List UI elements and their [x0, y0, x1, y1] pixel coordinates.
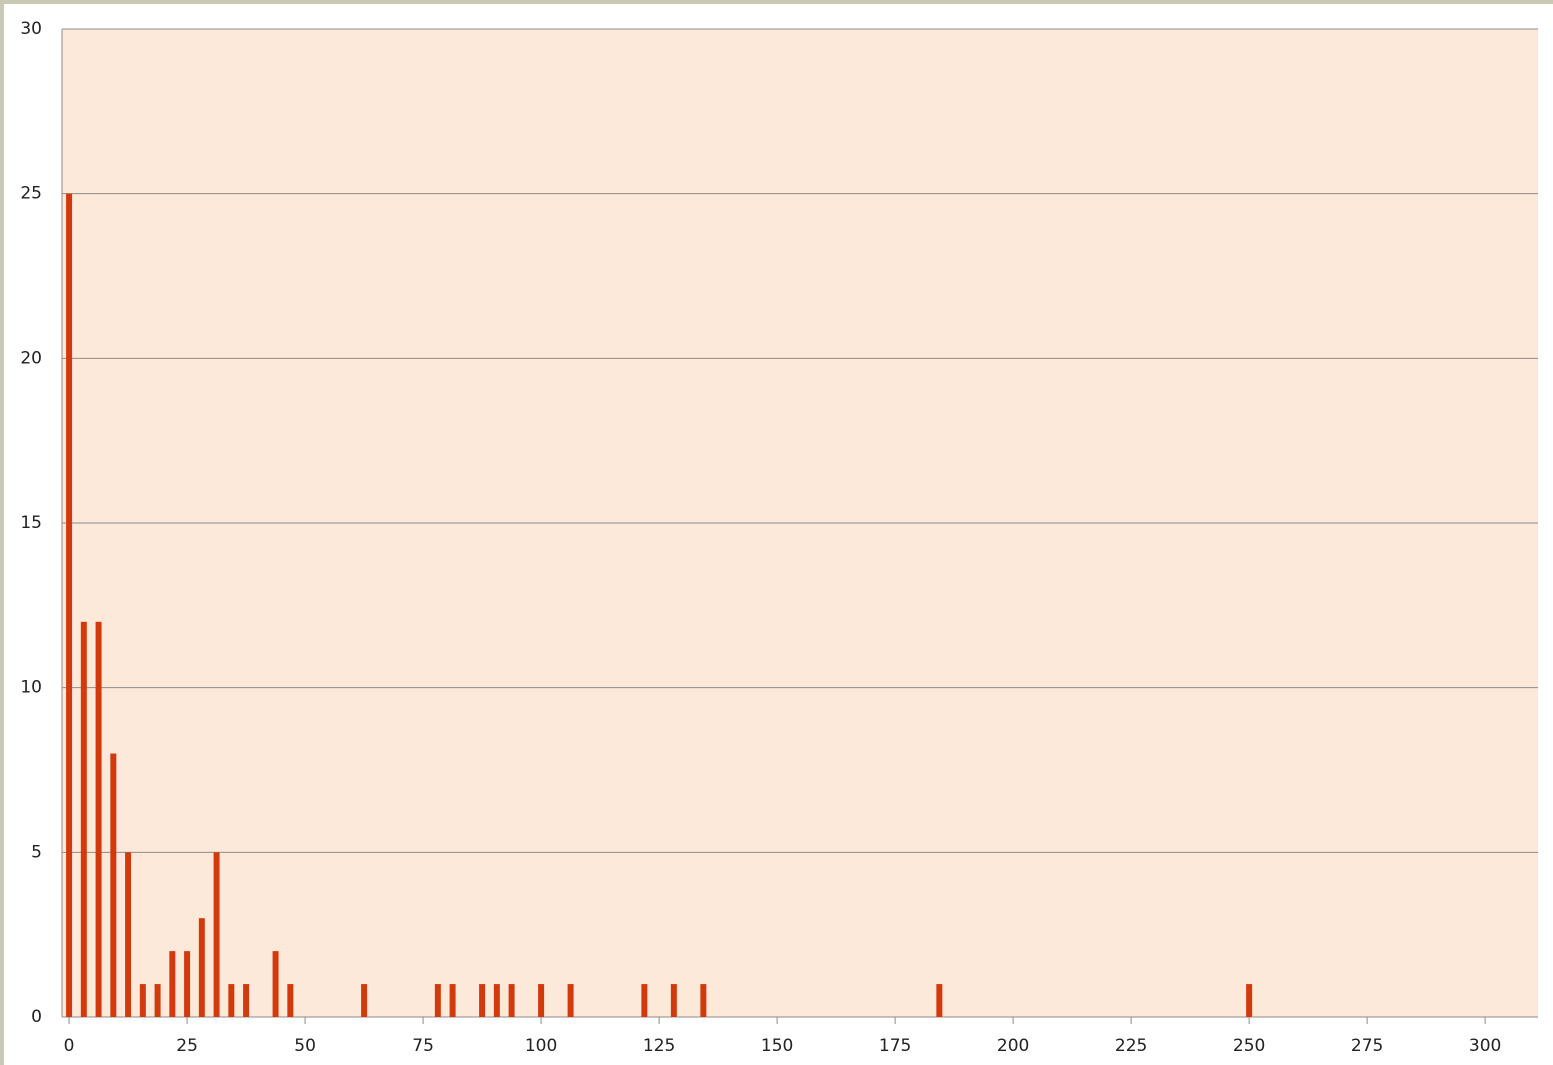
bar [449, 984, 456, 1017]
bar [538, 984, 545, 1017]
bar [361, 984, 368, 1017]
bar [508, 984, 515, 1017]
x-tick-label: 275 [1351, 1036, 1383, 1056]
x-tick-label: 100 [525, 1036, 557, 1056]
bar [95, 621, 102, 1017]
bar [184, 951, 191, 1017]
bar [66, 193, 73, 1017]
y-tick-label: 10 [20, 678, 42, 698]
bar [80, 621, 87, 1017]
bar [700, 984, 707, 1017]
x-tick-label: 50 [294, 1036, 316, 1056]
bar [1246, 984, 1253, 1017]
bar [228, 984, 235, 1017]
bar [434, 984, 441, 1017]
bar [287, 984, 294, 1017]
x-tick-label: 250 [1233, 1036, 1265, 1056]
y-tick-label: 30 [20, 19, 42, 39]
bar [641, 984, 648, 1017]
x-tick-label: 75 [412, 1036, 434, 1056]
x-tick-label: 300 [1469, 1036, 1501, 1056]
x-tick-label: 0 [64, 1036, 75, 1056]
x-tick-label: 25 [176, 1036, 198, 1056]
bar [139, 984, 146, 1017]
x-tick-label: 125 [643, 1036, 675, 1056]
bar [272, 951, 279, 1017]
bar [125, 852, 132, 1017]
y-tick-label: 25 [20, 184, 42, 204]
x-tick-label: 175 [879, 1036, 911, 1056]
y-tick-label: 20 [20, 348, 42, 368]
bar [670, 984, 677, 1017]
y-tick-label: 0 [31, 1007, 42, 1027]
bar [936, 984, 943, 1017]
bar [110, 753, 117, 1017]
x-tick-label: 225 [1115, 1036, 1147, 1056]
bar [243, 984, 250, 1017]
bar [567, 984, 574, 1017]
x-tick-label: 200 [997, 1036, 1029, 1056]
y-tick-label: 5 [31, 842, 42, 862]
y-tick-label: 15 [20, 513, 42, 533]
bar [493, 984, 500, 1017]
bar [198, 918, 205, 1017]
bar [479, 984, 486, 1017]
x-tick-label: 150 [761, 1036, 793, 1056]
bar [154, 984, 161, 1017]
bar [169, 951, 176, 1017]
bar [213, 852, 220, 1017]
